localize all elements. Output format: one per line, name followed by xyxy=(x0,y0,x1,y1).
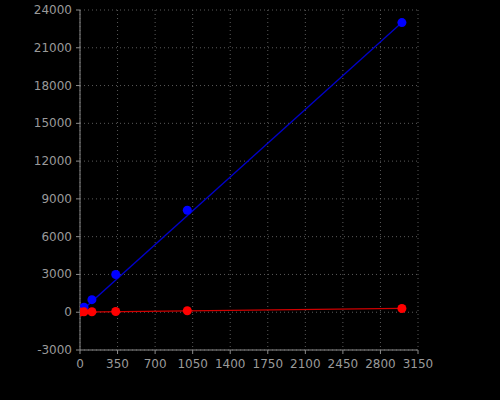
y-grid-line xyxy=(80,350,418,351)
y-tick-label: 0 xyxy=(64,305,72,319)
y-tick xyxy=(76,236,80,237)
data-point xyxy=(397,304,406,313)
x-grid-line xyxy=(305,10,306,350)
x-grid-line xyxy=(267,10,268,350)
y-grid-line xyxy=(80,47,418,48)
data-point xyxy=(111,307,120,316)
x-grid-line xyxy=(155,10,156,350)
y-tick xyxy=(76,198,80,199)
y-tick xyxy=(76,161,80,162)
x-tick-label: 2100 xyxy=(290,357,321,371)
y-grid-line xyxy=(80,236,418,237)
x-tick xyxy=(80,350,81,354)
x-tick-label: 1400 xyxy=(215,357,246,371)
x-axis-line xyxy=(80,350,418,351)
y-grid-line xyxy=(80,274,418,275)
y-tick-label: 21000 xyxy=(34,41,72,55)
y-tick-label: 18000 xyxy=(34,79,72,93)
x-tick-label: 0 xyxy=(76,357,84,371)
y-tick xyxy=(76,10,80,11)
x-tick-label: 1750 xyxy=(253,357,284,371)
y-tick xyxy=(76,85,80,86)
x-grid-line xyxy=(418,10,419,350)
x-tick xyxy=(342,350,343,354)
data-point xyxy=(87,307,96,316)
plot-data xyxy=(80,18,406,316)
y-grid-line xyxy=(80,10,418,11)
y-grid-line xyxy=(80,85,418,86)
x-grid-line xyxy=(342,10,343,350)
grid xyxy=(80,10,418,350)
data-point xyxy=(87,295,96,304)
y-tick xyxy=(76,274,80,275)
data-point xyxy=(80,307,88,316)
x-tick-label: 700 xyxy=(144,357,167,371)
x-grid-line xyxy=(230,10,231,350)
x-tick xyxy=(305,350,306,354)
x-tick xyxy=(192,350,193,354)
y-grid-line xyxy=(80,198,418,199)
y-tick-label: -3000 xyxy=(37,343,72,357)
x-grid-line xyxy=(80,10,81,350)
x-tick-label: 1050 xyxy=(177,357,208,371)
data-point xyxy=(183,206,192,215)
fit-line xyxy=(80,23,402,313)
x-tick xyxy=(155,350,156,354)
y-tick-label: 15000 xyxy=(34,116,72,130)
x-tick xyxy=(267,350,268,354)
data-point xyxy=(111,270,120,279)
y-axis-line xyxy=(80,10,81,350)
y-tick xyxy=(76,312,80,313)
background xyxy=(0,0,500,400)
x-tick-label: 350 xyxy=(106,357,129,371)
x-grid-line xyxy=(380,10,381,350)
chart: -300003000600090001200015000180002100024… xyxy=(0,0,500,400)
x-grid-line xyxy=(192,10,193,350)
fit-line xyxy=(80,308,402,312)
x-tick-label: 2800 xyxy=(365,357,396,371)
y-tick xyxy=(76,123,80,124)
axes: -300003000600090001200015000180002100024… xyxy=(34,3,433,371)
x-grid-line xyxy=(117,10,118,350)
y-tick-label: 24000 xyxy=(34,3,72,17)
x-tick xyxy=(418,350,419,354)
data-point xyxy=(183,306,192,315)
x-tick xyxy=(230,350,231,354)
y-tick xyxy=(76,47,80,48)
data-point xyxy=(397,18,406,27)
y-grid-line xyxy=(80,123,418,124)
y-tick-label: 6000 xyxy=(41,230,72,244)
y-tick-label: 12000 xyxy=(34,154,72,168)
x-tick-label: 3150 xyxy=(403,357,434,371)
x-tick-label: 2450 xyxy=(328,357,359,371)
y-tick-label: 3000 xyxy=(41,267,72,281)
y-tick-label: 9000 xyxy=(41,192,72,206)
x-tick xyxy=(117,350,118,354)
y-tick xyxy=(76,350,80,351)
x-tick xyxy=(380,350,381,354)
